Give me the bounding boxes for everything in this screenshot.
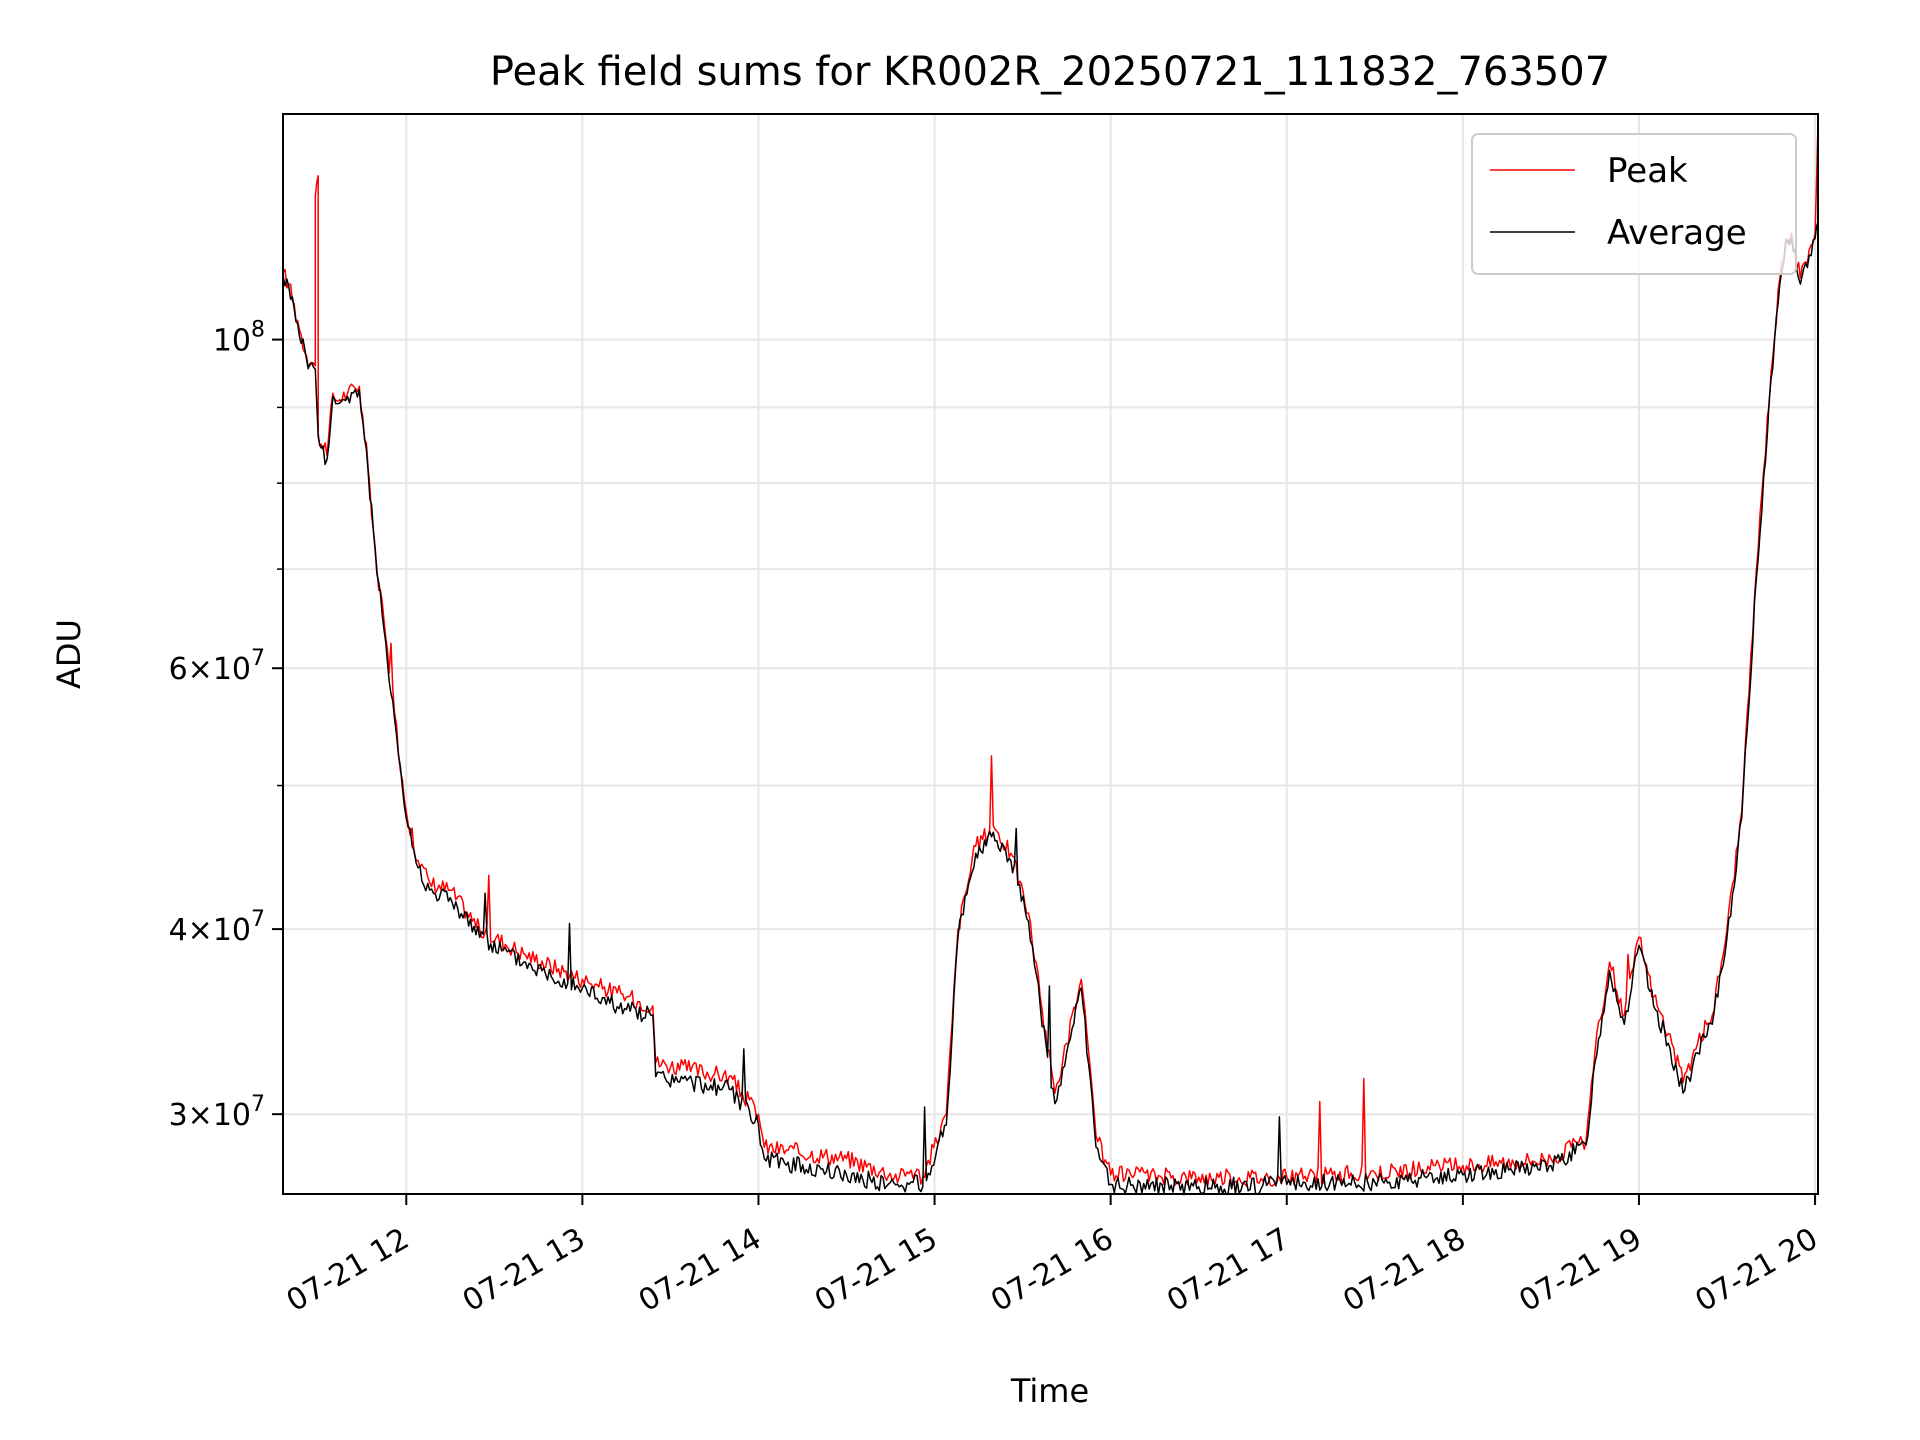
legend: Peak Average [1471, 133, 1797, 275]
legend-peak-label: Peak [1607, 151, 1688, 191]
y-tick-label: 108 [213, 318, 265, 359]
plot-frame [282, 113, 1819, 1195]
grid-lines [283, 114, 1818, 1194]
y-axis: 3×107 4×107 6×107 108 [169, 318, 283, 1133]
y-tick-label: 4×107 [169, 907, 265, 948]
y-tick-label: 6×107 [169, 646, 265, 687]
legend-box [1471, 133, 1797, 275]
legend-average-label: Average [1607, 213, 1747, 253]
y-axis-label: ADU [50, 619, 88, 689]
series-layer [282, 123, 1819, 1196]
series-line-average [282, 222, 1819, 1196]
chart-title: Peak field sums for KR002R_20250721_1118… [490, 49, 1610, 95]
x-axis-label: Time [1010, 1372, 1089, 1410]
y-tick-label: 3×107 [169, 1092, 265, 1133]
